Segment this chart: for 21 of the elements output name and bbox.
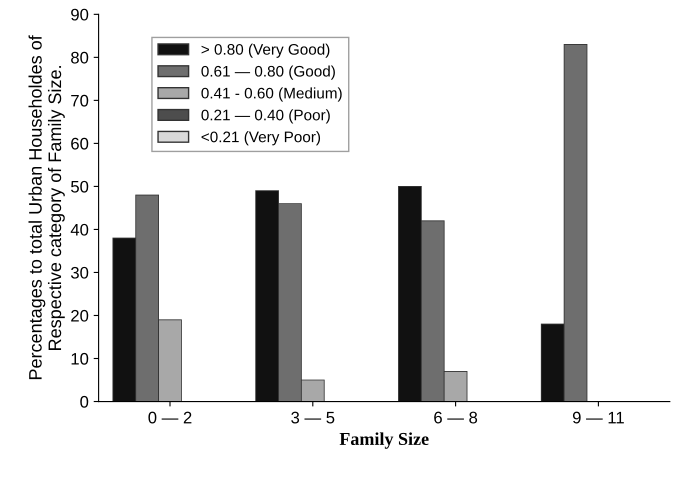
y-tick-label: 50 (71, 180, 88, 193)
x-tick-label: 0 — 2 (148, 412, 192, 424)
y-tick-label: 80 (71, 52, 88, 64)
legend-label: > 0.80 (Very Good) (202, 44, 330, 58)
x-tick-label: 3 — 5 (291, 412, 334, 424)
y-tick-label: 40 (70, 224, 88, 236)
y-tick-label: 0 (80, 396, 88, 408)
legend-label: 0.41 - 0.60 (Medium) (201, 87, 342, 102)
x-tick-label: 6 — 8 (434, 412, 478, 424)
y-tick-label: 60 (71, 138, 88, 150)
legend-label: 0.61 — 0.80 (Good) (201, 65, 335, 80)
x-tick-label: 9 — 11 (572, 412, 624, 424)
y-tick-label: 30 (70, 266, 88, 279)
y-axis-title: Percentages to total Urban Householdes of Respective category of Family Size. (28, 35, 65, 380)
y-tick-label: 90 (71, 8, 88, 21)
legend-label: 0.21 — 0.40 (Poor) (201, 109, 330, 124)
y-tick-label: 20 (71, 310, 88, 322)
y-tick-label: 10 (72, 352, 88, 365)
x-axis-title: Family Size (340, 432, 429, 449)
legend-label: <0.21 (Very Poor) (202, 131, 320, 146)
y-tick-label: 70 (71, 94, 88, 107)
